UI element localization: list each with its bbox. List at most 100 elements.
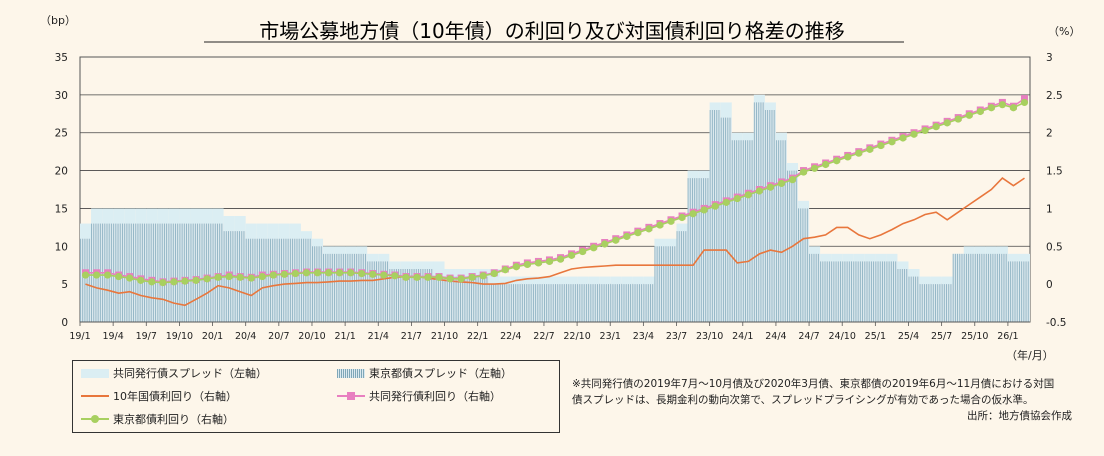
legend-item-tokyo-yield: 東京都債利回り（右軸）: [81, 411, 234, 427]
tokyo-yield-point: [711, 202, 719, 210]
tokyo-yield-point: [380, 271, 388, 279]
tokyo-yield-point: [115, 272, 123, 281]
tokyo-yield-point: [313, 269, 322, 277]
tokyo-yield-point: [810, 164, 819, 172]
tokyo-spread-bar: [555, 284, 567, 322]
x-tick-label: 19/1: [69, 331, 90, 342]
tokyo-spread-bar: [842, 261, 854, 322]
x-tick-label: 20/4: [235, 331, 256, 342]
tokyo-spread-bar: [201, 223, 213, 322]
jgb-yield-line: [85, 177, 1025, 307]
tokyo-yield-point: [888, 138, 896, 146]
tokyo-yield-point: [567, 251, 576, 259]
tokyo-yield-point: [358, 269, 366, 278]
x-tick-label: 25/4: [898, 331, 919, 342]
footnote-line-1: ※共同発行債の2019年7月～10月債及び2020年3月債、東京都債の2019年…: [572, 378, 1055, 390]
tokyo-yield-point: [148, 278, 156, 286]
tokyo-yield-point: [435, 273, 443, 281]
tokyo-yield-point: [402, 273, 410, 281]
tokyo-spread-bar: [654, 246, 666, 322]
tokyo-spread-bar: [566, 284, 578, 322]
tokyo-yield-point: [612, 236, 620, 244]
tokyo-spread-bar: [300, 238, 312, 322]
tokyo-spread-bar: [367, 261, 379, 322]
tokyo-yield-point: [170, 278, 178, 286]
x-tick-label: 22/4: [500, 331, 521, 342]
tokyo-spread-bar: [389, 269, 401, 322]
tokyo-spread-bar: [411, 269, 423, 322]
tokyo-yield-point: [943, 119, 951, 127]
tokyo-yield-point: [998, 101, 1006, 109]
footnote-line-2: 債スプレッドは、長期金利の動向次第で、スプレッドプライシングが有効であった場合の…: [572, 394, 1034, 406]
tokyo-yield-point: [81, 271, 90, 279]
right-tick-label: -0.5: [1046, 317, 1067, 329]
tokyo-spread-bar: [820, 261, 832, 322]
tokyo-yield-point: [733, 194, 741, 203]
tokyo-yield-point: [910, 130, 918, 138]
tokyo-spread-bar: [985, 253, 997, 322]
tokyo-spread-bar: [433, 276, 445, 322]
tokyo-yield-point: [623, 232, 631, 241]
legend-label-kyodo-yield: 共同発行債利回り（右軸）: [369, 390, 501, 403]
plot-area: 0 5 10 15 20 25 30 35 -0.5 0 0.5 1 1.5 2 2.5 3 19/1 19/4 1…: [55, 52, 1067, 342]
tokyo-yield-point: [634, 229, 642, 237]
left-tick-label: 0: [61, 317, 68, 329]
tokyo-spread-bar: [532, 284, 544, 322]
tokyo-yield-point: [92, 271, 101, 279]
footnote: ※共同発行債の2019年7月～10月債及び2020年3月債、東京都債の2019年…: [572, 376, 1072, 408]
tokyo-spread-bar: [499, 284, 511, 322]
tokyo-yield-point: [667, 217, 675, 225]
tokyo-spread-bar: [1018, 261, 1030, 322]
x-tick-label: 23/1: [600, 331, 621, 342]
tokyo-yield-point: [490, 269, 498, 278]
tokyo-yield-point: [457, 275, 465, 283]
legend-label-kyodo-spread: 共同発行債スプレッド（左軸）: [113, 367, 267, 380]
tokyo-yield-point: [302, 269, 311, 277]
tokyo-spread-bar: [643, 284, 655, 322]
tokyo-spread-bar: [378, 261, 390, 322]
tokyo-spread-bar: [775, 140, 787, 322]
tokyo-yield-point: [601, 240, 609, 248]
x-tick-label: 24/7: [798, 331, 819, 342]
tokyo-yield-point: [700, 206, 708, 214]
tokyo-spread-bar: [831, 261, 843, 322]
tokyo-spread-bar: [709, 110, 721, 322]
x-tick-label: 22/7: [533, 331, 554, 342]
tokyo-spread-bar: [311, 246, 324, 322]
x-tick-label: 24/1: [732, 331, 753, 342]
tokyo-spread-bar: [853, 261, 865, 322]
tokyo-spread-bar: [930, 284, 942, 322]
tokyo-yield-point: [766, 183, 775, 191]
tokyo-spread-bar: [753, 102, 765, 322]
x-tick-label: 22/1: [467, 331, 488, 342]
left-tick-label: 10: [55, 241, 68, 253]
tokyo-spread-bar: [179, 223, 191, 322]
tokyo-spread-bar: [278, 238, 290, 322]
left-tick-label: 20: [55, 166, 68, 178]
chart-title: 市場公募地方債（10年債）の利回り及び対国債利回り格差の推移: [259, 19, 844, 43]
tokyo-yield-point: [722, 198, 730, 206]
tokyo-yield-point: [225, 272, 233, 281]
tokyo-yield-point: [192, 276, 200, 284]
tokyo-spread-bar: [963, 253, 975, 322]
tokyo-spread-bar: [135, 223, 147, 322]
tokyo-spread-bar: [400, 269, 412, 322]
tokyo-yield-point: [347, 269, 355, 277]
tokyo-spread-bar: [256, 238, 268, 322]
tokyo-spread-bar: [941, 284, 953, 322]
tokyo-yield-point: [755, 187, 763, 195]
tokyo-yield-point: [534, 259, 543, 267]
tokyo-spread-bar: [599, 284, 611, 322]
right-tick-label: 0: [1046, 279, 1053, 291]
tokyo-yield-point: [976, 107, 984, 116]
tokyo-spread-bar: [543, 284, 555, 322]
tokyo-yield-point: [137, 276, 145, 284]
tokyo-yield-point: [1020, 98, 1029, 107]
tokyo-spread-bar: [974, 253, 986, 322]
tokyo-spread-bar: [334, 253, 346, 322]
x-tick-label: 20/1: [202, 331, 223, 342]
tokyo-yield-point: [822, 160, 830, 169]
kyodo-yield-point: [1020, 95, 1028, 103]
tokyo-yield-point: [689, 210, 697, 218]
